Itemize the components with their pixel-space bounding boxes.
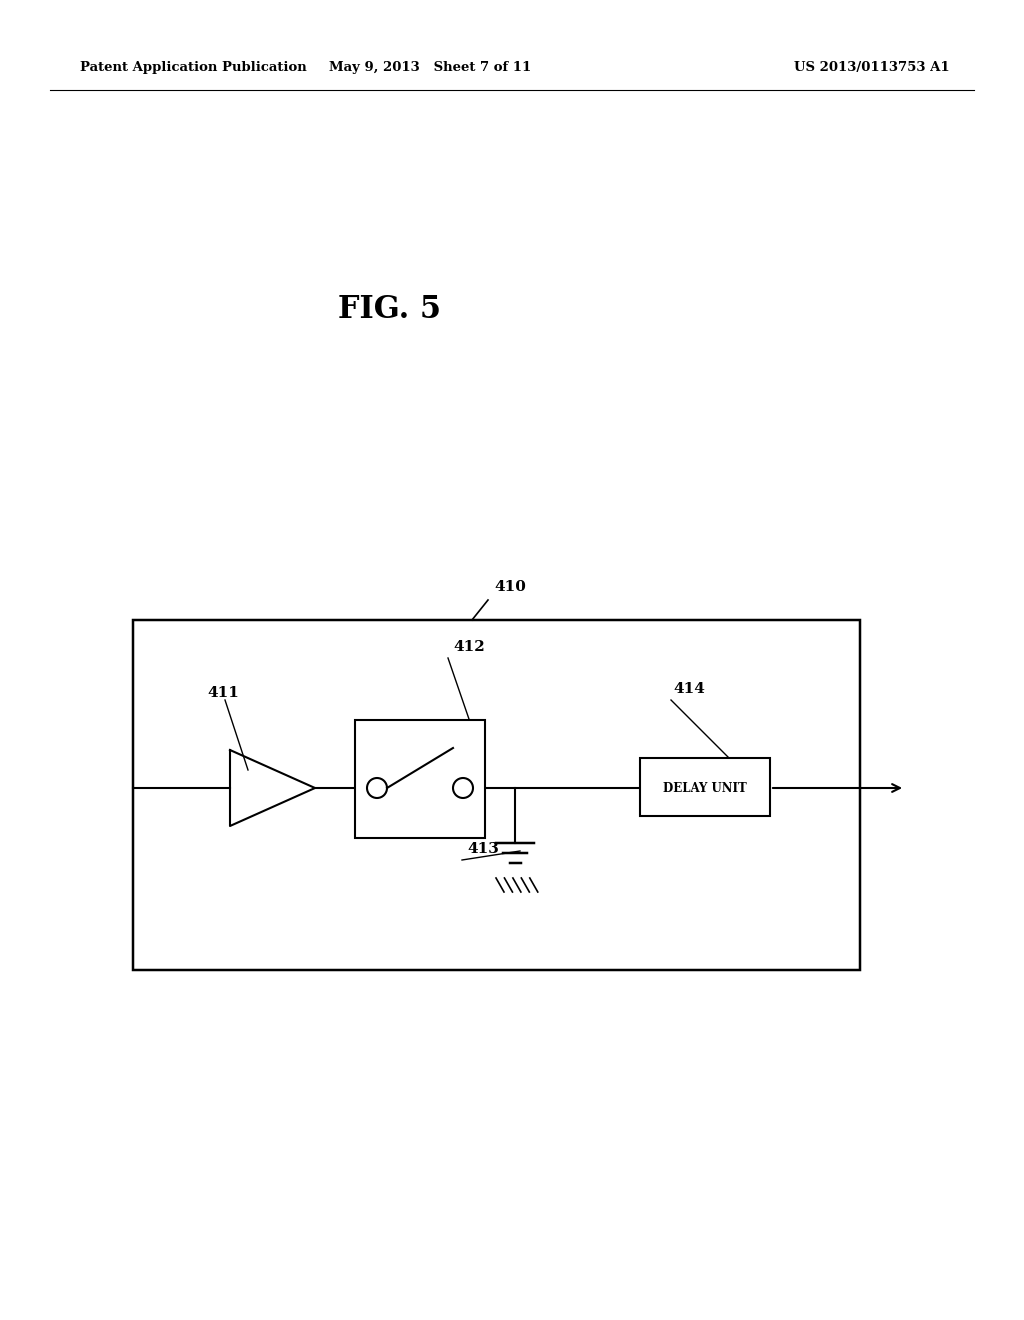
Text: 414: 414 bbox=[673, 682, 705, 696]
Text: 410: 410 bbox=[494, 579, 526, 594]
Text: DELAY UNIT: DELAY UNIT bbox=[664, 783, 746, 796]
Text: Patent Application Publication: Patent Application Publication bbox=[80, 62, 307, 74]
Bar bbox=[640, 758, 770, 816]
Circle shape bbox=[367, 777, 387, 799]
Text: 413: 413 bbox=[467, 842, 499, 855]
Circle shape bbox=[453, 777, 473, 799]
Text: FIG. 5: FIG. 5 bbox=[339, 294, 441, 326]
Bar bbox=[355, 719, 485, 838]
Text: US 2013/0113753 A1: US 2013/0113753 A1 bbox=[795, 62, 950, 74]
Text: May 9, 2013   Sheet 7 of 11: May 9, 2013 Sheet 7 of 11 bbox=[329, 62, 531, 74]
Text: 411: 411 bbox=[207, 686, 239, 700]
Text: 412: 412 bbox=[453, 640, 484, 653]
Bar bbox=[133, 620, 860, 970]
